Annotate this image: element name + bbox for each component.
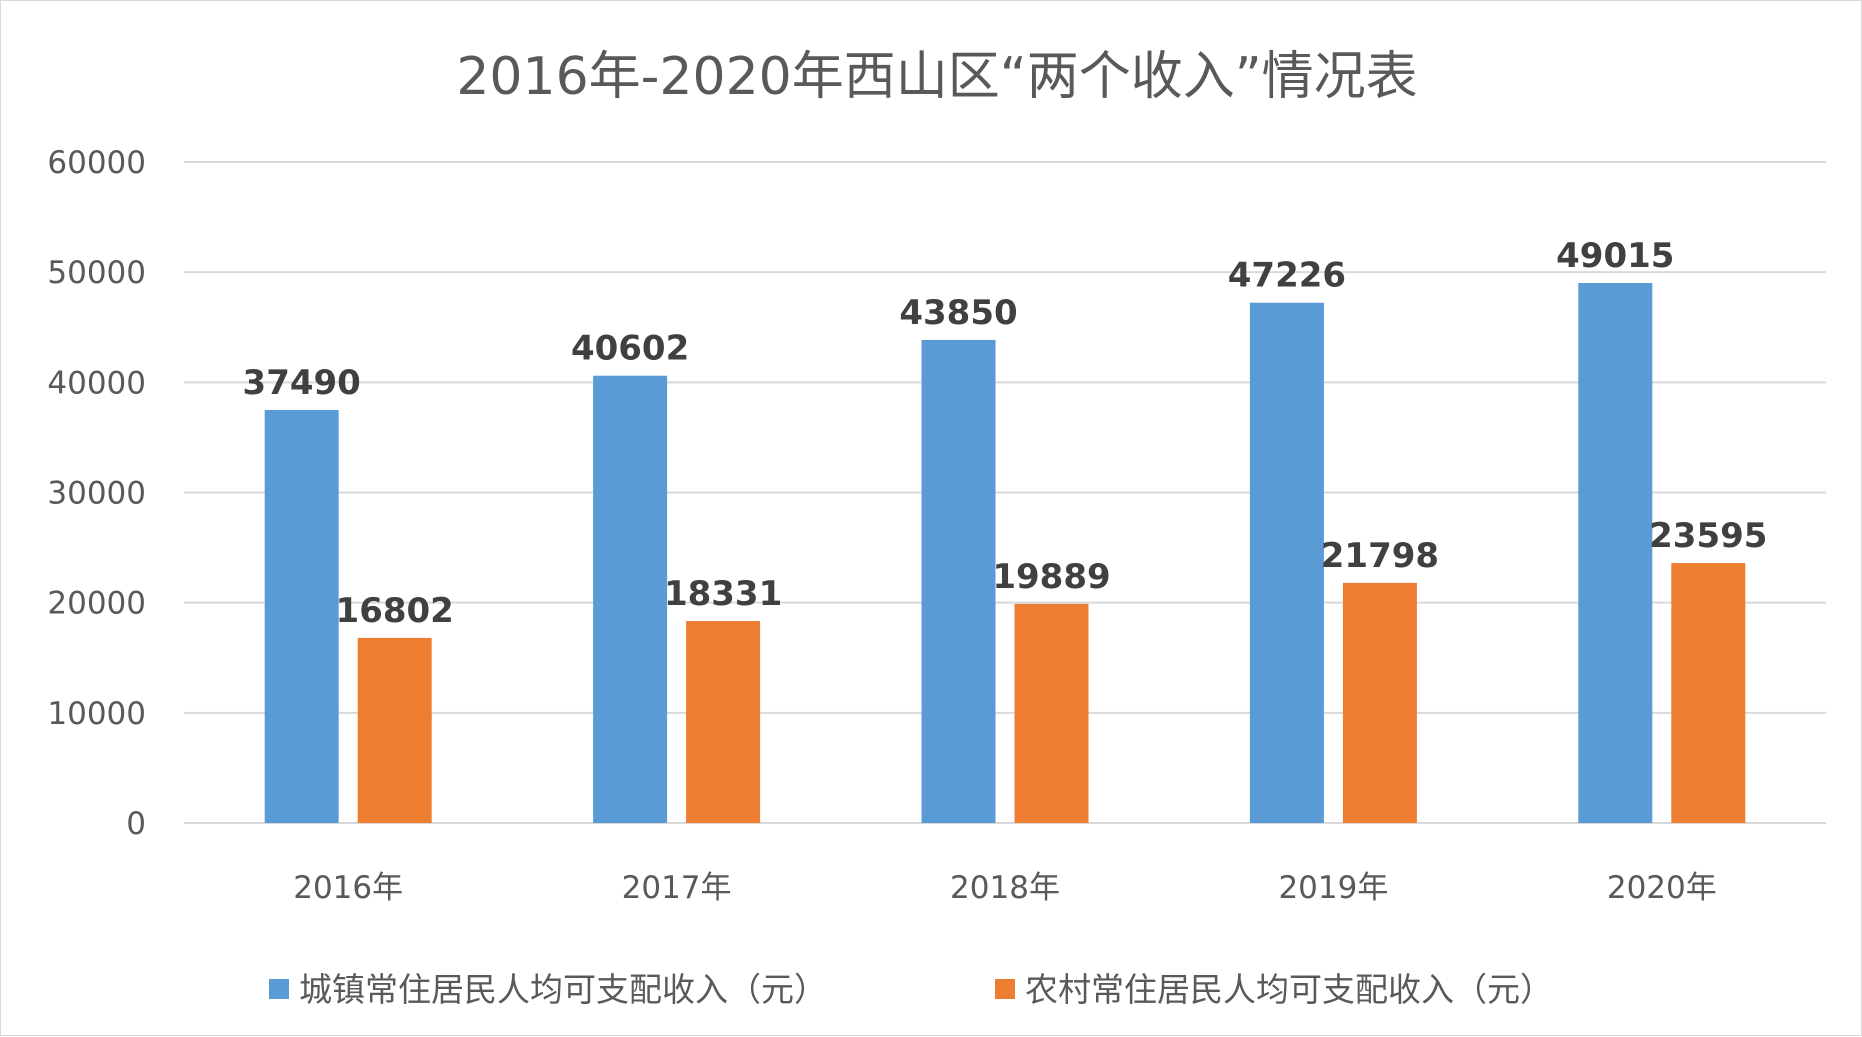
data-label: 23595: [1649, 516, 1767, 556]
bar-rural-2020年: [1671, 563, 1746, 823]
y-tick-label: 20000: [47, 586, 146, 622]
x-tick-label: 2016年: [293, 870, 403, 906]
bar-rural-2017年: [686, 621, 761, 823]
y-tick-label: 60000: [47, 145, 146, 181]
data-label: 40602: [571, 329, 689, 369]
y-axis-ticks: 0 10000 20000 30000 40000 50000 60000: [47, 145, 146, 842]
y-tick-label: 50000: [47, 255, 146, 291]
y-tick-label: 0: [126, 806, 146, 842]
data-label: 43850: [899, 293, 1017, 333]
data-label: 47226: [1228, 256, 1346, 296]
bar-urban-2017年: [593, 375, 668, 823]
data-label: 18331: [664, 574, 782, 614]
y-tick-label: 10000: [47, 696, 146, 732]
bar-rural-2016年: [357, 637, 432, 823]
data-label: 37490: [243, 363, 361, 403]
bar-urban-2020年: [1578, 283, 1653, 824]
bar-urban-2018年: [921, 339, 996, 823]
legend-swatch: [995, 979, 1015, 999]
y-tick-label: 40000: [47, 365, 146, 401]
x-tick-label: 2018年: [950, 870, 1060, 906]
x-tick-label: 2019年: [1278, 870, 1388, 906]
bar-urban-2019年: [1249, 302, 1324, 823]
legend: 城镇常住居民人均可支配收入（元） 农村常住居民人均可支配收入（元）: [269, 970, 1553, 1009]
legend-label: 农村常住居民人均可支配收入（元）: [1025, 970, 1553, 1009]
bar-urban-2016年: [264, 409, 339, 823]
x-tick-label: 2017年: [622, 870, 732, 906]
x-tick-label: 2020年: [1607, 870, 1717, 906]
legend-swatch: [269, 979, 289, 999]
bar-rural-2018年: [1014, 603, 1089, 823]
data-labels: 37490 16802 40602 18331 43850 19889 47226 21798…: [243, 236, 1768, 631]
data-label: 16802: [336, 591, 454, 631]
data-label: 49015: [1556, 236, 1674, 276]
bar-rural-2019年: [1342, 582, 1417, 823]
x-axis-ticks: 2016年 2017年 2018年 2019年 2020年: [293, 870, 1717, 906]
gridlines: [184, 161, 1826, 824]
chart-title: 2016年-2020年西山区“两个收入”情况表: [456, 47, 1417, 107]
data-label: 21798: [1321, 536, 1439, 576]
data-label: 19889: [992, 557, 1110, 597]
y-tick-label: 30000: [47, 476, 146, 512]
bars: [264, 283, 1746, 824]
legend-label: 城镇常住居民人均可支配收入（元）: [299, 970, 827, 1009]
